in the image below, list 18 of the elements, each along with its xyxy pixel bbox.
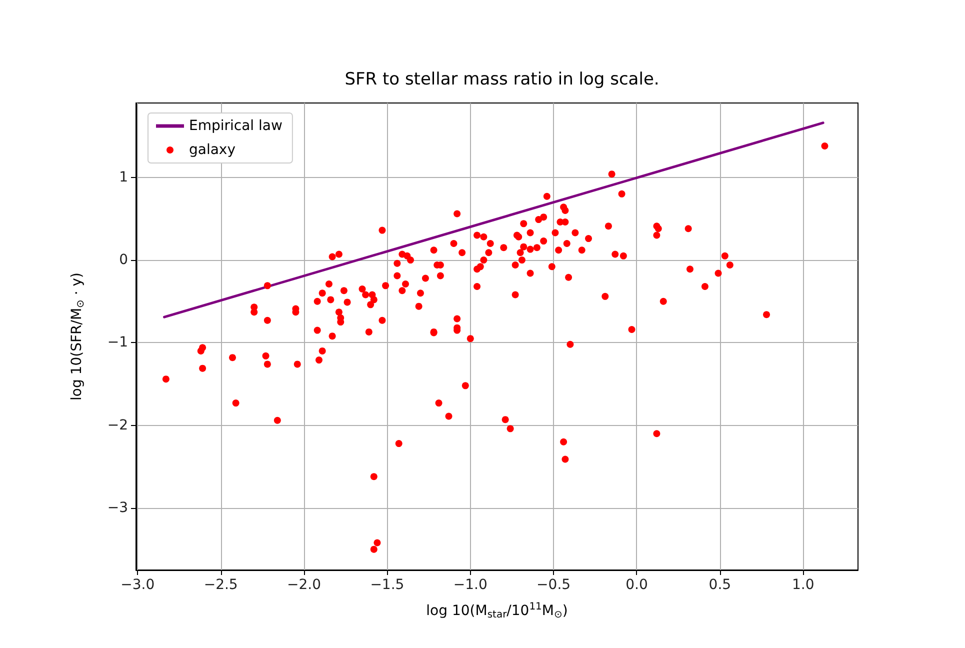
- y-axis-title: log 10(SFR/M⊙ · y): [69, 272, 86, 401]
- y-tick-label: −2: [107, 417, 128, 434]
- y-tick-label: 0: [119, 252, 128, 268]
- y-tick-label: 1: [119, 169, 128, 186]
- y-tick-label: −3: [107, 500, 128, 516]
- x-tick-label: −2.0: [287, 577, 322, 593]
- x-tick-label: 0.5: [708, 577, 732, 593]
- x-tick-label: −2.5: [204, 577, 238, 593]
- x-tick-label: −0.5: [536, 577, 571, 593]
- y-tick-label: −1: [107, 334, 128, 351]
- x-tick-label: −3.0: [120, 577, 155, 593]
- legend-label: galaxy: [189, 142, 236, 158]
- x-tick-label: 0.0: [626, 577, 648, 593]
- x-tick-label: −1.5: [370, 577, 404, 593]
- chart-title: SFR to stellar mass ratio in log scale.: [344, 70, 660, 90]
- x-tick-label: 1.0: [792, 577, 814, 593]
- x-tick-label: −1.0: [453, 577, 488, 593]
- legend-label: Empirical law: [189, 118, 282, 134]
